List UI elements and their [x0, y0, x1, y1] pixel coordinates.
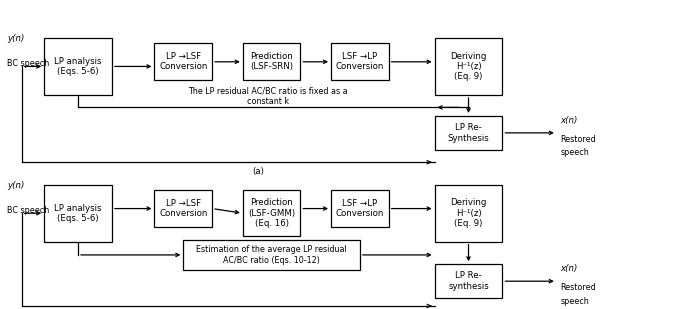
FancyBboxPatch shape	[435, 264, 502, 298]
Text: BC speech: BC speech	[7, 205, 49, 215]
Text: Deriving
H⁻¹(z)
(Eq. 9): Deriving H⁻¹(z) (Eq. 9)	[450, 198, 487, 228]
Text: Restored: Restored	[560, 283, 596, 292]
Text: The LP residual AC/BC ratio is fixed as a
constant k: The LP residual AC/BC ratio is fixed as …	[188, 87, 348, 106]
Text: LP →LSF
Conversion: LP →LSF Conversion	[159, 52, 208, 71]
Text: Prediction
(LSF-GMM)
(Eq. 16): Prediction (LSF-GMM) (Eq. 16)	[248, 198, 295, 228]
FancyBboxPatch shape	[435, 116, 502, 150]
FancyBboxPatch shape	[435, 38, 502, 95]
FancyBboxPatch shape	[44, 38, 112, 95]
FancyBboxPatch shape	[243, 190, 301, 236]
Text: speech: speech	[560, 148, 589, 158]
FancyBboxPatch shape	[331, 190, 388, 227]
Text: LP Re-
synthesis: LP Re- synthesis	[448, 272, 489, 291]
Text: Prediction
(LSF-SRN): Prediction (LSF-SRN)	[250, 52, 293, 71]
Text: Estimation of the average LP residual
AC/BC ratio (Eqs. 10-12): Estimation of the average LP residual AC…	[196, 245, 347, 265]
FancyBboxPatch shape	[435, 185, 502, 242]
Text: y(n): y(n)	[7, 34, 24, 43]
Text: LSF →LP
Conversion: LSF →LP Conversion	[335, 52, 384, 71]
Text: (a): (a)	[252, 167, 264, 176]
FancyBboxPatch shape	[183, 240, 360, 269]
Text: y(n): y(n)	[7, 181, 24, 190]
Text: x(n): x(n)	[560, 116, 578, 125]
FancyBboxPatch shape	[243, 43, 301, 80]
Text: BC speech: BC speech	[7, 59, 49, 68]
Text: LP Re-
Synthesis: LP Re- Synthesis	[447, 123, 490, 142]
Text: Deriving
H⁻¹(z)
(Eq. 9): Deriving H⁻¹(z) (Eq. 9)	[450, 52, 487, 81]
FancyBboxPatch shape	[44, 185, 112, 242]
FancyBboxPatch shape	[154, 190, 212, 227]
Text: LSF →LP
Conversion: LSF →LP Conversion	[335, 199, 384, 218]
Text: LP →LSF
Conversion: LP →LSF Conversion	[159, 199, 208, 218]
Text: speech: speech	[560, 297, 589, 306]
FancyBboxPatch shape	[331, 43, 388, 80]
Text: LP analysis
(Eqs. 5-6): LP analysis (Eqs. 5-6)	[54, 57, 102, 76]
Text: Restored: Restored	[560, 134, 596, 144]
FancyBboxPatch shape	[154, 43, 212, 80]
Text: x(n): x(n)	[560, 264, 578, 273]
Text: LP analysis
(Eqs. 5-6): LP analysis (Eqs. 5-6)	[54, 204, 102, 223]
